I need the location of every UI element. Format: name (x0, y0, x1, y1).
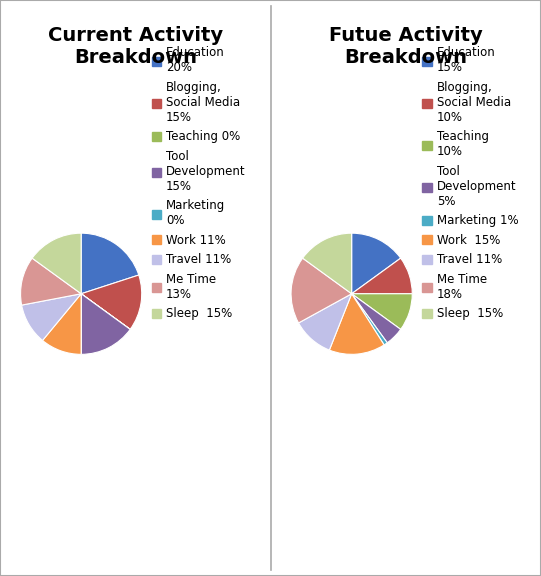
Wedge shape (302, 233, 352, 294)
Wedge shape (81, 275, 142, 329)
Wedge shape (81, 294, 130, 329)
Wedge shape (329, 294, 384, 354)
Wedge shape (22, 294, 81, 340)
Wedge shape (32, 233, 81, 294)
Text: Futue Activity
Breakdown: Futue Activity Breakdown (329, 26, 483, 67)
Wedge shape (81, 233, 139, 294)
Wedge shape (352, 233, 401, 294)
Text: Current Activity
Breakdown: Current Activity Breakdown (48, 26, 223, 67)
Legend: Education
20%, Blogging,
Social Media
15%, Teaching 0%, Tool
Development
15%, Ma: Education 20%, Blogging, Social Media 15… (152, 46, 246, 320)
Wedge shape (352, 294, 412, 329)
Wedge shape (352, 294, 401, 343)
Wedge shape (299, 294, 352, 350)
Wedge shape (291, 258, 352, 323)
Wedge shape (21, 258, 81, 305)
Wedge shape (81, 294, 130, 354)
Legend: Education
15%, Blogging,
Social Media
10%, Teaching
10%, Tool
Development
5%, Ma: Education 15%, Blogging, Social Media 10… (423, 46, 518, 320)
Wedge shape (352, 294, 387, 345)
Wedge shape (43, 294, 81, 354)
Wedge shape (352, 258, 412, 294)
